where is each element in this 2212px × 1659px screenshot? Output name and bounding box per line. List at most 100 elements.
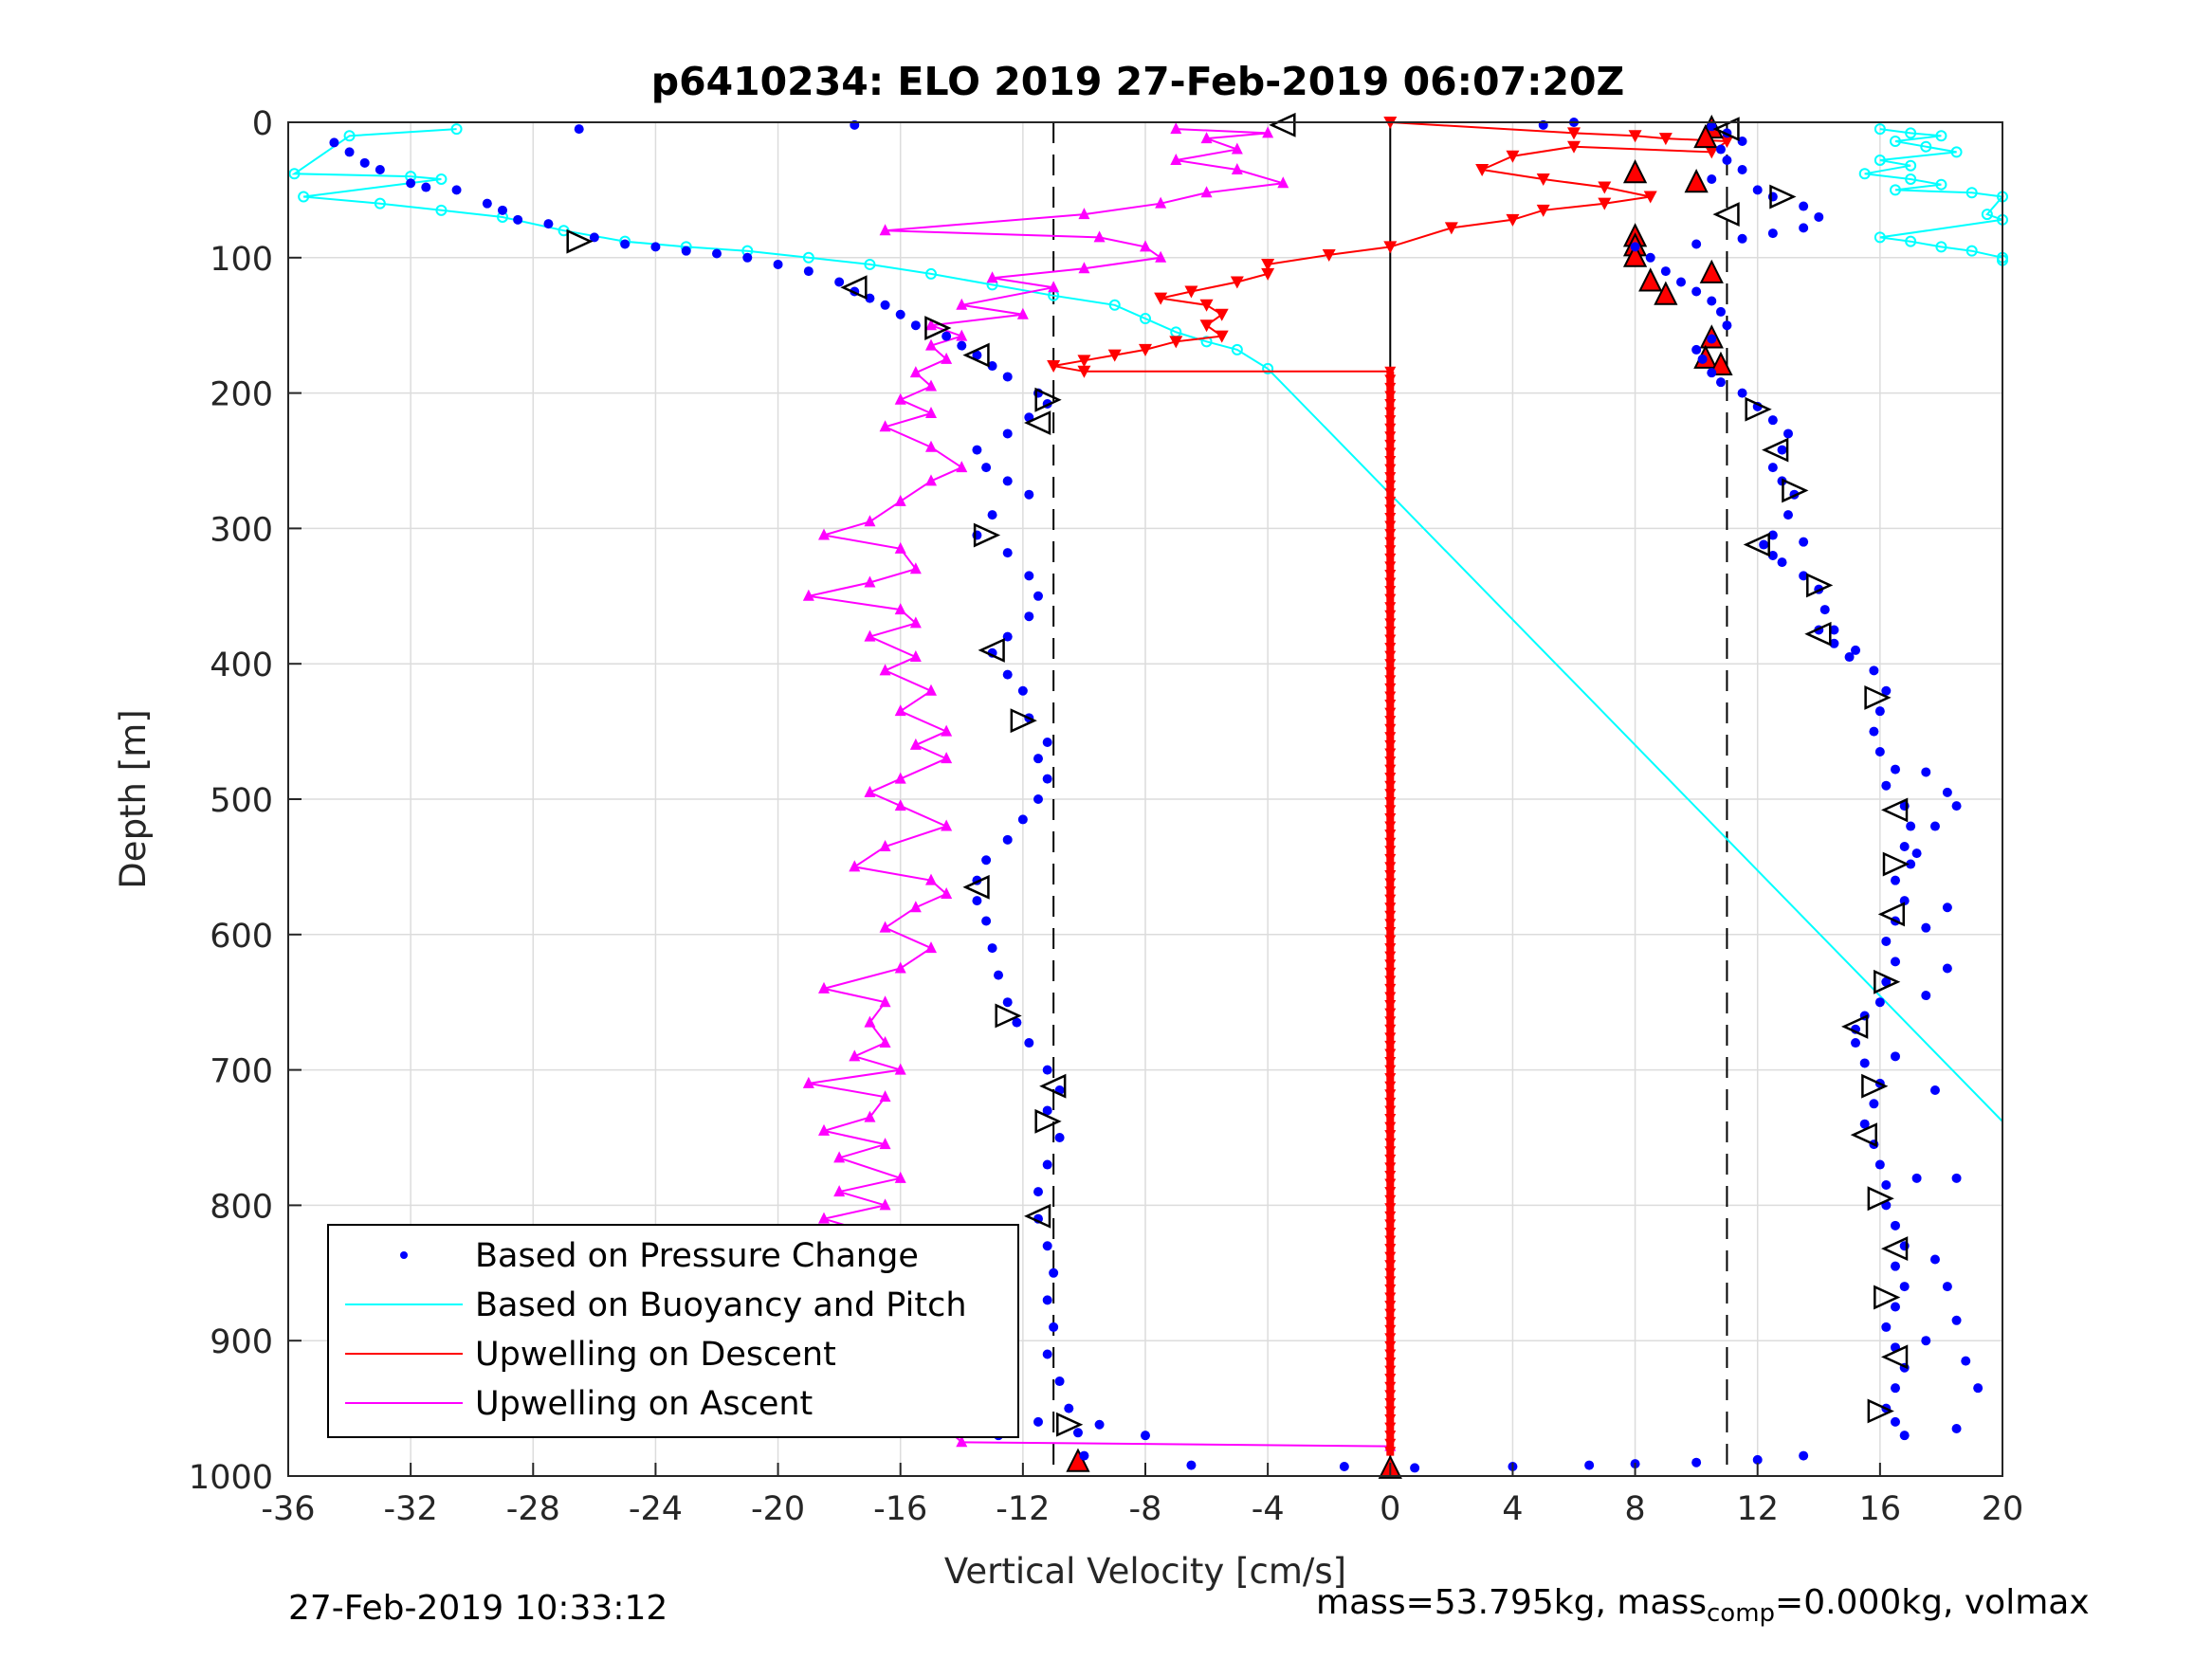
pressure-point xyxy=(1851,1038,1861,1048)
pressure-point xyxy=(1141,1431,1150,1441)
ascent-point xyxy=(833,1151,846,1163)
ascent-point xyxy=(894,772,906,784)
pressure-point xyxy=(1715,377,1726,388)
pressure-point xyxy=(1777,557,1787,568)
pressure-point xyxy=(1042,1241,1052,1251)
descent-point xyxy=(1215,330,1229,343)
pressure-point xyxy=(1921,991,1931,1001)
x-tick-label: 20 xyxy=(1982,1490,2024,1528)
ascent-point xyxy=(894,961,906,974)
pressure-point xyxy=(574,124,584,135)
buoyancy-point xyxy=(1874,123,1886,136)
pressure-point xyxy=(1767,415,1778,426)
pressure-point xyxy=(972,350,982,360)
x-axis-label: Vertical Velocity [cm/s] xyxy=(944,1551,1346,1592)
open-triangle-marker xyxy=(1867,1186,1894,1212)
ascent-point xyxy=(879,1138,891,1150)
pressure-point xyxy=(1186,1460,1197,1470)
legend-label: Based on Buoyancy and Pitch xyxy=(475,1286,967,1324)
x-axis-ticks: -36 -32 -28 -24 -20 -16 -12 -8 -4 0 4 8 12 16 20 xyxy=(261,1463,2023,1528)
y-tick-label: 400 xyxy=(210,647,273,684)
pressure-point xyxy=(1881,780,1892,791)
buoyancy-point xyxy=(1874,231,1886,244)
pressure-point xyxy=(1660,266,1671,277)
pressure-point xyxy=(1024,489,1034,500)
ascent-point xyxy=(909,901,922,913)
open-triangle-marker xyxy=(1864,684,1892,710)
pressure-point xyxy=(1929,1085,1940,1096)
pressure-point xyxy=(1891,1261,1900,1271)
pressure-point xyxy=(406,178,416,189)
buoyancy-point xyxy=(1231,343,1243,356)
y-axis-label: Depth [m] xyxy=(113,709,154,888)
x-tick-label: 12 xyxy=(1736,1490,1779,1528)
buoyancy-point xyxy=(343,130,356,142)
pressure-point xyxy=(451,185,462,195)
y-tick-label: 600 xyxy=(210,918,273,956)
buoyancy-point xyxy=(1140,313,1151,325)
footer-mass-b: =0.000kg, volmax xyxy=(1775,1583,2090,1622)
ascent-point xyxy=(1140,240,1151,252)
buoyancy-point xyxy=(1890,184,1901,196)
pressure-point xyxy=(1899,1282,1910,1292)
pressure-point xyxy=(1722,155,1732,165)
descent-point xyxy=(1536,204,1550,217)
pressure-point xyxy=(981,463,992,473)
buoyancy-point xyxy=(374,197,386,210)
pressure-point xyxy=(1002,428,1013,439)
pressure-point xyxy=(1874,1159,1885,1170)
descent-point xyxy=(1506,150,1520,163)
open-triangle-marker xyxy=(1850,1122,1877,1148)
ascent-point xyxy=(894,799,906,811)
buoyancy-point xyxy=(1920,140,1932,153)
ascent-point xyxy=(925,407,937,419)
pressure-point xyxy=(1942,1282,1952,1292)
ascent-point xyxy=(864,1110,876,1122)
ascent-point xyxy=(864,515,876,527)
y-tick-label: 300 xyxy=(210,511,273,549)
pressure-point xyxy=(1042,738,1052,748)
descent-point xyxy=(1475,163,1490,176)
pressure-point xyxy=(987,510,997,520)
descent-point xyxy=(1139,343,1152,356)
pressure-point xyxy=(1042,1065,1052,1075)
x-tick-label: -32 xyxy=(384,1490,438,1528)
ascent-point xyxy=(925,319,937,331)
descent-point xyxy=(1199,299,1214,312)
pressure-point xyxy=(1891,1416,1900,1427)
ascent-point xyxy=(879,224,891,236)
ascent-point xyxy=(1200,186,1213,198)
open-triangle-marker xyxy=(1874,969,1901,994)
buoyancy-point xyxy=(1108,299,1121,311)
pressure-point xyxy=(1891,1051,1900,1062)
pressure-point xyxy=(1002,631,1013,642)
ascent-point xyxy=(894,1063,906,1075)
pressure-point xyxy=(1002,669,1013,680)
legend-label: Upwelling on Ascent xyxy=(475,1385,813,1423)
pressure-point xyxy=(1054,1376,1065,1387)
descent-point xyxy=(1643,191,1657,204)
x-tick-label: -4 xyxy=(1252,1490,1285,1528)
pressure-point xyxy=(359,157,370,168)
pressure-point xyxy=(329,137,339,148)
buoyancy-point xyxy=(450,123,463,136)
pressure-point xyxy=(1737,136,1747,146)
pressure-point xyxy=(1799,571,1809,581)
pressure-point xyxy=(895,309,905,319)
descent-marker xyxy=(1654,281,1678,305)
ascent-point xyxy=(879,420,891,432)
pressure-point xyxy=(1017,814,1028,825)
y-tick-label: 1000 xyxy=(189,1459,273,1497)
pressure-point xyxy=(1033,1187,1043,1197)
open-triangle-marker xyxy=(1743,532,1770,557)
pressure-point xyxy=(773,259,783,269)
ascent-point xyxy=(925,338,937,351)
pressure-point xyxy=(1799,537,1809,547)
ascent-point xyxy=(909,738,922,750)
ascent-point xyxy=(909,366,922,378)
ascent-point xyxy=(849,1049,861,1062)
ascent-point xyxy=(1016,307,1029,319)
ascent-point xyxy=(894,494,906,506)
pressure-point xyxy=(1869,665,1879,676)
